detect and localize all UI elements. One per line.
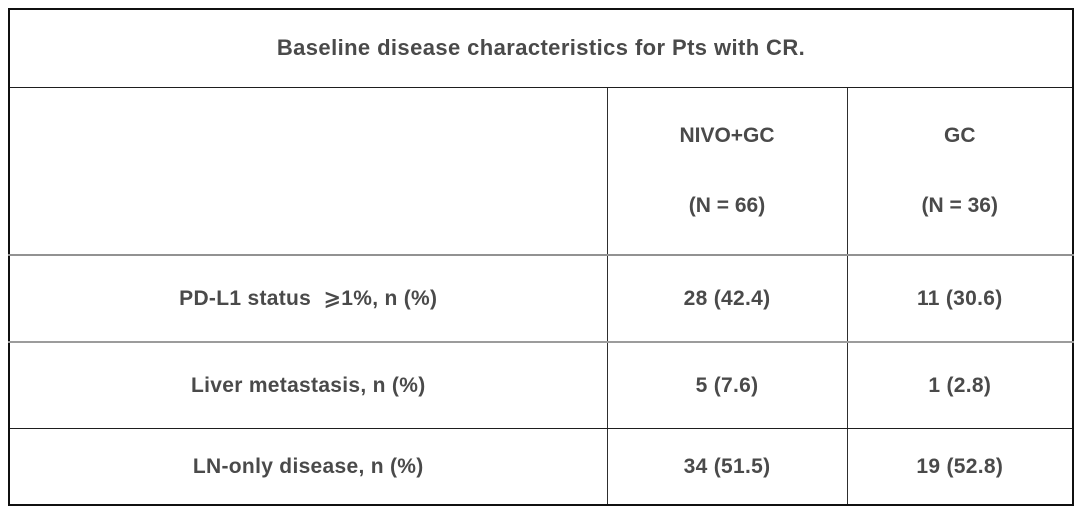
table-row-liver-metastasis: Liver metastasis, n (%) 5 (7.6) 1 (2.8) <box>9 342 1074 430</box>
baseline-characteristics-table: Baseline disease characteristics for Pts… <box>8 8 1075 506</box>
column-header-gc: GC (N = 36) <box>846 87 1074 256</box>
column-name-nivo-gc: NIVO+GC <box>679 123 775 147</box>
header-empty-cell <box>9 87 607 256</box>
value-pdl1-nivo-gc: 28 (42.4) <box>606 254 847 344</box>
value-pdl1-gc: 11 (30.6) <box>846 254 1074 344</box>
value-ln-only-nivo-gc: 34 (51.5) <box>606 428 847 505</box>
title-row: Baseline disease characteristics for Pts… <box>9 9 1074 88</box>
row-label-ln-only-disease: LN-only disease, n (%) <box>192 454 424 478</box>
table-row-pdl1-status: PD-L1 status ⩾1%, n (%) 28 (42.4) 11 (30… <box>9 254 1074 344</box>
row-label-liver-metastasis: Liver metastasis, n (%) <box>9 342 607 430</box>
column-header-nivo-gc: NIVO+GC (N = 66) <box>606 87 847 256</box>
column-n-nivo-gc: (N = 66) <box>688 193 766 217</box>
table-title: Baseline disease characteristics for Pts… <box>9 9 1074 88</box>
column-name-gc: GC <box>944 123 976 147</box>
value-liver-nivo-gc: 5 (7.6) <box>606 342 847 430</box>
column-n-gc: (N = 36) <box>921 193 998 217</box>
table-row-ln-only-disease: LN-only disease, n (%) 34 (51.5) 19 (52.… <box>9 428 1074 505</box>
value-ln-only-gc: 19 (52.8) <box>846 428 1074 505</box>
row-label-pdl1-status: PD-L1 status ⩾1%, n (%) <box>9 254 607 344</box>
value-liver-gc: 1 (2.8) <box>846 342 1074 430</box>
header-row: NIVO+GC (N = 66) GC (N = 36) <box>9 87 1074 256</box>
